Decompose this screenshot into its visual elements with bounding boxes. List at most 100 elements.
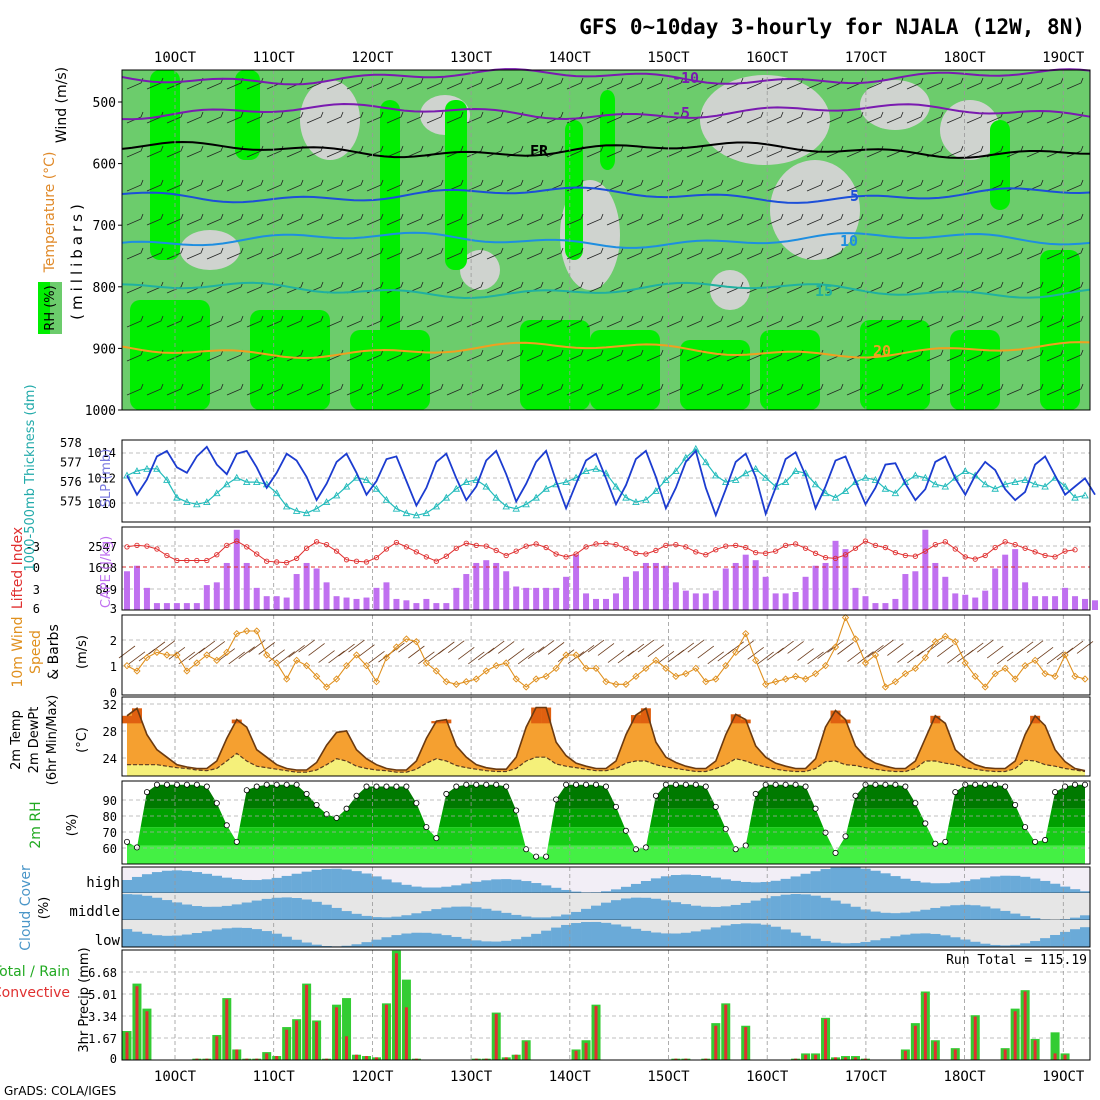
cloud-bar bbox=[151, 935, 163, 947]
cape-bar bbox=[203, 585, 210, 610]
cloud-bar bbox=[271, 933, 282, 947]
cloud-bar bbox=[1020, 916, 1031, 920]
wind-speed-point bbox=[891, 678, 900, 686]
thickness-point bbox=[502, 502, 510, 510]
wind-barb bbox=[506, 383, 524, 396]
cloud-bar bbox=[301, 899, 312, 920]
cloud-bar bbox=[970, 905, 981, 920]
cape-bar bbox=[123, 571, 130, 610]
cloud-bar bbox=[241, 902, 252, 920]
cloud-bar bbox=[311, 901, 322, 920]
cloud-bar bbox=[940, 883, 951, 893]
date-label-bottom: 11OCT bbox=[253, 1069, 296, 1085]
li-point bbox=[782, 542, 789, 549]
rh-point bbox=[193, 781, 200, 788]
wind-tick-label: 2 bbox=[110, 634, 117, 648]
wind-barb-10m bbox=[188, 647, 206, 661]
isotherm-label: -10 bbox=[672, 69, 699, 87]
cape-bar bbox=[922, 529, 929, 610]
cape-bar bbox=[253, 587, 260, 610]
wind-barb bbox=[526, 77, 544, 90]
cloud-bar bbox=[780, 929, 791, 947]
slp-line bbox=[126, 445, 1096, 518]
wind-barb bbox=[346, 145, 364, 158]
wind-barb bbox=[646, 383, 664, 396]
cloud-bar bbox=[181, 904, 193, 920]
cloud-bar bbox=[531, 933, 542, 947]
cape-bar bbox=[163, 603, 170, 610]
cape-bar bbox=[1022, 582, 1029, 610]
ua-temp-label: Temperature (°C) bbox=[42, 152, 58, 274]
wind-barb bbox=[746, 349, 764, 362]
wind-barb bbox=[406, 179, 424, 192]
wind-barb bbox=[166, 77, 184, 90]
cloud-bar bbox=[830, 900, 841, 920]
wind-barb-10m bbox=[537, 640, 555, 653]
li-point bbox=[862, 538, 869, 544]
wind-barb bbox=[706, 247, 724, 260]
rh-point bbox=[403, 783, 410, 790]
cloud-bar bbox=[990, 944, 1001, 947]
thickness-tick-label: 576 bbox=[60, 475, 82, 489]
isotherm-freezing bbox=[121, 140, 1091, 159]
cloud-bar bbox=[291, 939, 302, 947]
cape-bar bbox=[493, 562, 500, 610]
li-point bbox=[912, 553, 919, 559]
wind-barb bbox=[606, 145, 624, 158]
rh-point bbox=[972, 781, 979, 788]
thickness-point bbox=[302, 509, 311, 517]
cloud-bar bbox=[411, 913, 422, 920]
thickness-point bbox=[881, 484, 890, 492]
thickness-point bbox=[213, 489, 221, 497]
wind-barb-10m bbox=[298, 639, 315, 653]
wind-speed-line bbox=[126, 616, 1086, 688]
cape-bar bbox=[383, 582, 390, 610]
wind-speed-point bbox=[562, 651, 570, 659]
wind-speed-point bbox=[592, 664, 600, 672]
slp-thickness-panel: 578 577 576 575 1014 1012 1010 bbox=[60, 436, 1096, 523]
wind-barb-10m bbox=[976, 639, 994, 653]
wind-barb bbox=[866, 383, 884, 396]
thickness-point bbox=[123, 471, 131, 479]
wind-barb bbox=[566, 213, 584, 226]
wind-barb-10m bbox=[647, 644, 665, 658]
wind-barb bbox=[766, 383, 784, 396]
thickness-point bbox=[991, 484, 999, 492]
rh-unit: (%) bbox=[65, 814, 80, 837]
rh-point bbox=[243, 787, 250, 794]
wind-speed-point bbox=[722, 662, 730, 670]
wind-barb bbox=[1006, 213, 1024, 226]
wind-barb bbox=[906, 247, 924, 260]
wind-barb bbox=[506, 77, 524, 90]
wind-barb bbox=[966, 349, 984, 362]
wind-barb bbox=[1066, 247, 1084, 260]
thickness-point bbox=[981, 480, 989, 488]
wind-speed-point bbox=[1041, 670, 1049, 678]
cloud-bar bbox=[541, 930, 552, 947]
wind-barb-10m bbox=[358, 644, 375, 658]
precip-conv-bar bbox=[195, 1058, 199, 1060]
wind-barb bbox=[466, 145, 484, 158]
cloud-bar bbox=[371, 876, 382, 893]
cloud-bar bbox=[601, 891, 612, 893]
cloud-bar bbox=[231, 904, 242, 920]
precip-conv-bar bbox=[1013, 1011, 1017, 1060]
thickness-point bbox=[682, 453, 690, 461]
cloud-bar bbox=[431, 933, 442, 947]
wind-barb bbox=[786, 145, 804, 158]
wind-barb bbox=[466, 77, 484, 90]
cloud-bar bbox=[880, 938, 891, 947]
wind-barb bbox=[486, 315, 504, 328]
cape-bar bbox=[1002, 554, 1009, 610]
wind-barb bbox=[226, 145, 244, 158]
cloud-bar bbox=[780, 894, 791, 920]
cloud-bar bbox=[511, 939, 522, 947]
slp-tick-label: 1010 bbox=[87, 497, 116, 511]
date-label-bottom: 18OCT bbox=[944, 1069, 987, 1085]
cape-bar bbox=[1062, 587, 1069, 610]
wind-barb bbox=[786, 111, 804, 124]
thickness-point bbox=[851, 478, 860, 486]
thickness-point bbox=[193, 500, 201, 508]
wind-barb bbox=[646, 315, 664, 328]
thickness-point bbox=[562, 478, 570, 486]
